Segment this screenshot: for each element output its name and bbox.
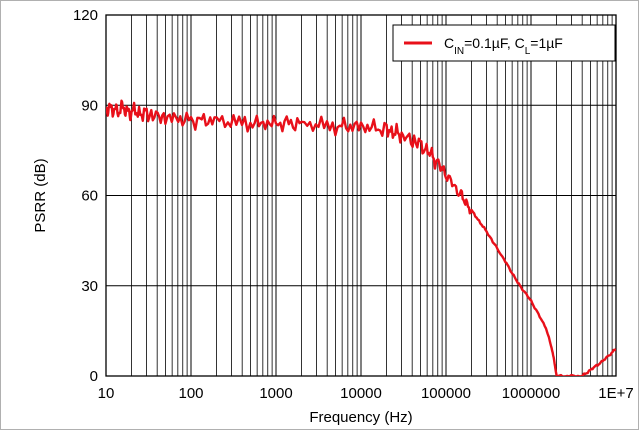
x-tick-label: 1000000 (502, 385, 560, 402)
psrr-series-line (106, 99, 616, 376)
legend-label-part: L (525, 46, 531, 57)
y-tick-label: 0 (90, 368, 98, 385)
x-tick-label: 1E+7 (598, 385, 633, 402)
plot-area (105, 14, 617, 377)
y-tick-label: 30 (81, 278, 98, 295)
y-tick-label: 90 (81, 97, 98, 114)
legend-label-part: IN (454, 46, 464, 57)
legend-label-part: C (444, 35, 454, 51)
x-axis-label: Frequency (Hz) (309, 409, 412, 426)
x-tick-label: 100000 (421, 385, 471, 402)
x-tick-labels: 10 100 1000 10000 100000 1000000 1E+7 (98, 385, 634, 402)
x-tick-label: 10000 (340, 385, 382, 402)
x-tick-label: 1000 (259, 385, 292, 402)
y-tick-labels: 0 30 60 90 120 (73, 7, 98, 385)
legend-label-part: =0.1µF, C (464, 35, 525, 51)
y-axis-label: PSRR (dB) (32, 158, 49, 232)
x-tick-label: 10 (98, 385, 115, 402)
legend-label-part: =1µF (530, 35, 563, 51)
y-tick-label: 60 (81, 188, 98, 205)
legend: CIN=0.1µF, CL=1µF (392, 24, 616, 62)
x-tick-label: 100 (178, 385, 203, 402)
series-layer (106, 99, 616, 376)
legend-label: CIN=0.1µF, CL=1µF (444, 35, 563, 57)
y-tick-label: 120 (73, 7, 98, 24)
